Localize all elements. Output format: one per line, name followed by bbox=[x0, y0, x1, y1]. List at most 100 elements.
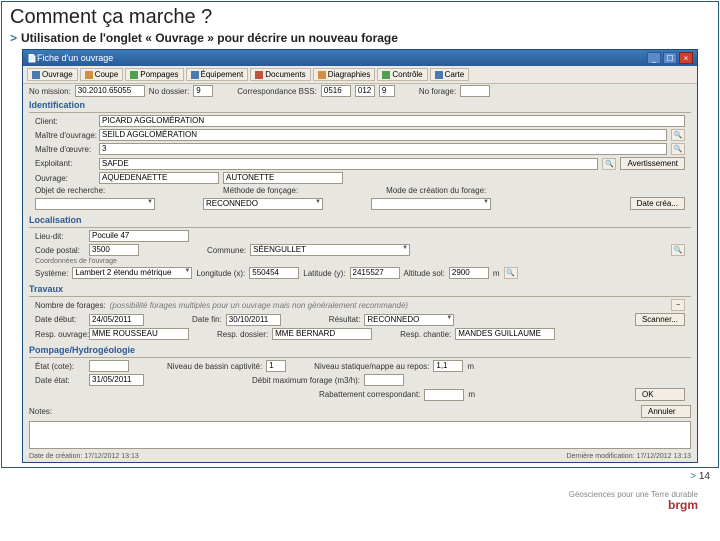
ok-button[interactable]: OK bbox=[635, 388, 685, 401]
app-window: 📄 Fiche d'un ouvrage _ ☐ × Ouvrage Coupe… bbox=[22, 49, 698, 463]
maximize-button[interactable]: ☐ bbox=[663, 52, 677, 64]
resultat-select[interactable]: RECONNEDO bbox=[364, 314, 454, 326]
cp-field[interactable]: 3500 bbox=[89, 244, 139, 256]
page-subtitle: >Utilisation de l'onglet « Ouvrage » pou… bbox=[2, 29, 718, 49]
brgm-logo: Géosciences pour une Terre durable brgm bbox=[569, 491, 698, 511]
ouvrage-label: Ouvrage: bbox=[35, 174, 95, 183]
correspbss-field3[interactable]: 9 bbox=[379, 85, 395, 97]
section-hydrogeologie: Pompage/Hydrogéologie bbox=[23, 343, 697, 355]
page-title: Comment ça marche ? bbox=[2, 2, 718, 29]
datecrea-button[interactable]: Date créa... bbox=[630, 197, 685, 210]
section-identification: Identification bbox=[23, 98, 697, 110]
prof-field[interactable] bbox=[89, 360, 129, 372]
moe-field[interactable]: 3 bbox=[99, 143, 667, 155]
coord-subheader: Coordonnées de l'ouvrage bbox=[29, 257, 691, 266]
scanner-button[interactable]: Scanner... bbox=[635, 313, 685, 326]
mode-label: Mode de création du forage: bbox=[386, 186, 486, 195]
page-footer: > 14 bbox=[0, 469, 720, 484]
correspbss-field2[interactable]: 012 bbox=[355, 85, 375, 97]
exploitant-label: Exploitant: bbox=[35, 159, 95, 168]
avertissement-button[interactable]: Avertissement bbox=[620, 157, 685, 170]
resp1-label: Resp. ouvrage: bbox=[35, 330, 85, 339]
hydrodate-field[interactable]: 31/05/2011 bbox=[89, 374, 144, 386]
nomission-field[interactable]: 30.2010.65055 bbox=[75, 85, 145, 97]
tab-pompages[interactable]: Pompages bbox=[125, 68, 183, 81]
resp3-label: Resp. chantie: bbox=[400, 330, 451, 339]
window-title: Fiche d'un ouvrage bbox=[37, 53, 647, 63]
minimize-button[interactable]: _ bbox=[647, 52, 661, 64]
mode-select[interactable] bbox=[371, 198, 491, 210]
tab-controle[interactable]: Contrôle bbox=[377, 68, 427, 81]
exploitant-field[interactable]: SAFDE bbox=[99, 158, 598, 170]
methode-select[interactable]: RECONNEDO bbox=[203, 198, 323, 210]
nbforages-note: (possibilité forages multiples pour un o… bbox=[110, 301, 408, 310]
tab-controle-icon bbox=[382, 71, 390, 79]
datedebut-field[interactable]: 24/05/2011 bbox=[89, 314, 144, 326]
nbforages-minus-button[interactable]: − bbox=[671, 299, 685, 311]
tab-diagraphies[interactable]: Diagraphies bbox=[313, 68, 376, 81]
datefin-field[interactable]: 30/10/2011 bbox=[226, 314, 281, 326]
datefin-label: Date fin: bbox=[192, 315, 222, 324]
correspbss-field1[interactable]: 0516 bbox=[321, 85, 351, 97]
tab-pompages-icon bbox=[130, 71, 138, 79]
annuler-button[interactable]: Annuler bbox=[641, 405, 691, 418]
moe-label: Maître d'œuvre: bbox=[35, 145, 95, 154]
tab-bar: Ouvrage Coupe Pompages Équipement Docume… bbox=[23, 66, 697, 84]
resp3-field[interactable]: MANDES GUILLAUME bbox=[455, 328, 555, 340]
lieudit-field[interactable]: Pocuile 47 bbox=[89, 230, 189, 242]
mo-field[interactable]: SEILD AGGLOMÉRATION bbox=[99, 129, 667, 141]
tab-documents-icon bbox=[255, 71, 263, 79]
correspbss-label: Correspondance BSS: bbox=[237, 87, 317, 96]
window-titlebar: 📄 Fiche d'un ouvrage _ ☐ × bbox=[23, 50, 697, 66]
exploitant-lookup-button[interactable]: 🔍 bbox=[602, 158, 616, 170]
tab-diagraphies-icon bbox=[318, 71, 326, 79]
commune-label: Commune: bbox=[207, 246, 246, 255]
rabat-label: Rabattement correspondant: bbox=[319, 390, 420, 399]
methode-label: Méthode de fonçage: bbox=[223, 186, 298, 195]
tab-equipement-icon bbox=[191, 71, 199, 79]
latitude-field[interactable]: 2415527 bbox=[350, 267, 400, 279]
tab-carte-icon bbox=[435, 71, 443, 79]
rabat-field[interactable] bbox=[424, 389, 464, 401]
client-field[interactable]: PICARD AGGLOMÉRATION bbox=[99, 115, 685, 127]
ouvrage-field2[interactable]: AUTONETTE bbox=[223, 172, 343, 184]
form-icon: 📄 bbox=[27, 54, 37, 63]
noforage-field[interactable] bbox=[460, 85, 490, 97]
tab-ouvrage-icon bbox=[32, 71, 40, 79]
datedebut-label: Date début: bbox=[35, 315, 85, 324]
commune-lookup-button[interactable]: 🔍 bbox=[671, 244, 685, 256]
latitude-label: Latitude (y): bbox=[303, 269, 345, 278]
close-button[interactable]: × bbox=[679, 52, 693, 64]
debit-label: Débit maximum forage (m3/h): bbox=[252, 376, 360, 385]
tab-equipement[interactable]: Équipement bbox=[186, 68, 249, 81]
resp1-field[interactable]: MME ROUSSEAU bbox=[89, 328, 189, 340]
tab-coupe[interactable]: Coupe bbox=[80, 68, 124, 81]
longitude-field[interactable]: 550454 bbox=[249, 267, 299, 279]
commune-select[interactable]: SÉENGULLET bbox=[250, 244, 410, 256]
resp2-label: Resp. dossier: bbox=[217, 330, 268, 339]
top-id-row: No mission: 30.2010.65055 No dossier: 9 … bbox=[23, 84, 697, 98]
tab-ouvrage[interactable]: Ouvrage bbox=[27, 68, 78, 81]
systeme-select[interactable]: Lambert 2 étendu métrique bbox=[72, 267, 192, 279]
moe-lookup-button[interactable]: 🔍 bbox=[671, 143, 685, 155]
ouvrage-field1[interactable]: AQUEDENAETTE bbox=[99, 172, 219, 184]
section-travaux: Travaux bbox=[23, 282, 697, 294]
coord-lookup-button[interactable]: 🔍 bbox=[504, 267, 518, 279]
niv-field[interactable]: 1 bbox=[266, 360, 286, 372]
altitude-field[interactable]: 2900 bbox=[449, 267, 489, 279]
section-localisation: Localisation bbox=[23, 213, 697, 225]
tab-documents[interactable]: Documents bbox=[250, 68, 310, 81]
lieudit-label: Lieu-dit: bbox=[35, 232, 85, 241]
nbforages-label: Nombre de forages: bbox=[35, 301, 106, 310]
notes-textarea[interactable] bbox=[29, 421, 691, 449]
mo-lookup-button[interactable]: 🔍 bbox=[671, 129, 685, 141]
resp2-field[interactable]: MME BERNARD bbox=[272, 328, 372, 340]
tab-carte[interactable]: Carte bbox=[430, 68, 470, 81]
debit-field[interactable] bbox=[364, 374, 404, 386]
niv2-field[interactable]: 1,1 bbox=[433, 360, 463, 372]
hydrodate-label: Date état: bbox=[35, 376, 85, 385]
client-label: Client: bbox=[35, 117, 95, 126]
nodossier-field[interactable]: 9 bbox=[193, 85, 213, 97]
niv2-label: Niveau statique/nappe au repos: bbox=[314, 362, 429, 371]
objet-select[interactable] bbox=[35, 198, 155, 210]
